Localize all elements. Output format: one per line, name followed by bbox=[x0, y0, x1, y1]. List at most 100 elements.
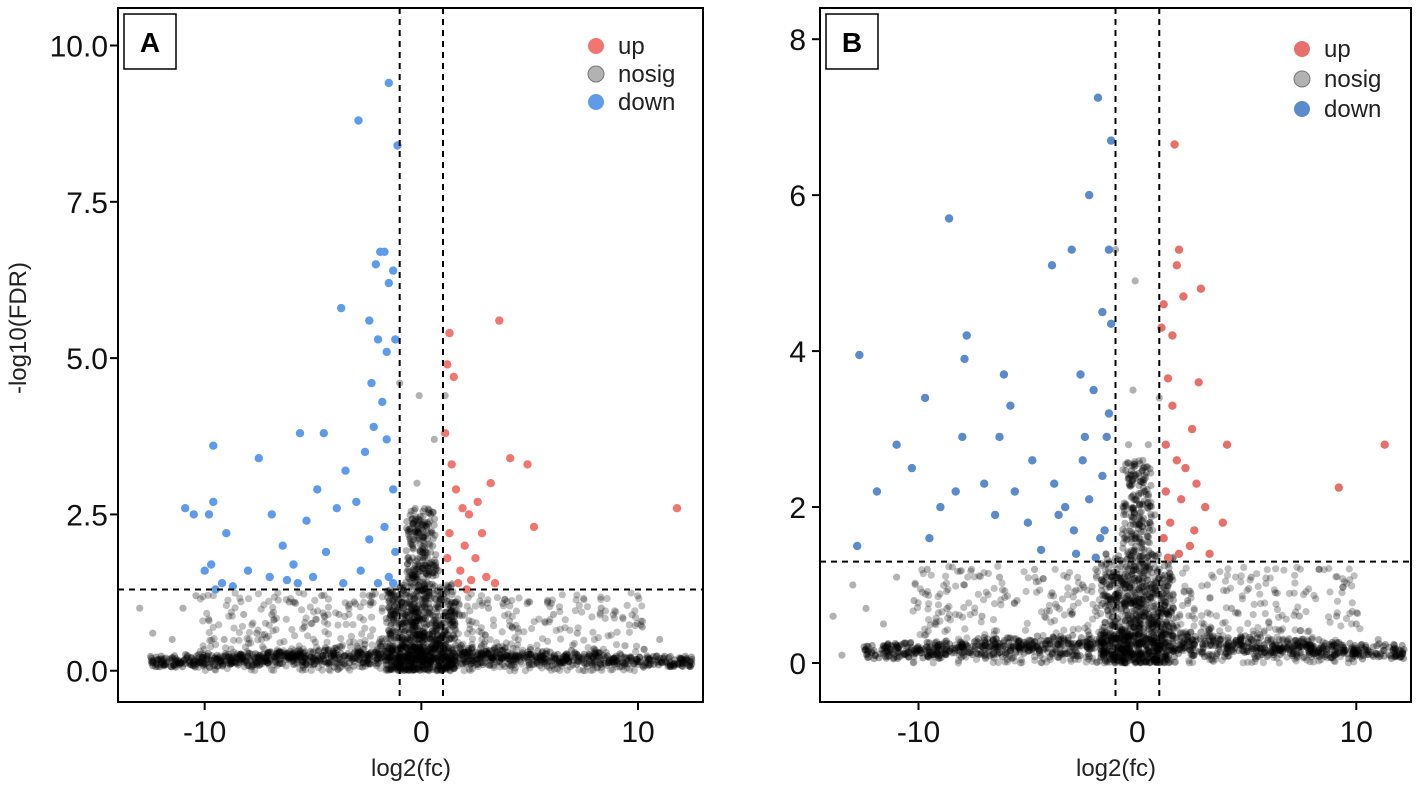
nosig-point bbox=[179, 604, 187, 612]
nosig-point bbox=[475, 649, 483, 657]
nosig-point bbox=[1232, 573, 1240, 581]
nosig-point bbox=[168, 635, 176, 644]
nosig-point bbox=[191, 663, 199, 671]
nosig-point bbox=[511, 651, 520, 659]
nosig-point bbox=[474, 660, 482, 668]
nosig-point bbox=[253, 659, 261, 667]
down-point bbox=[204, 510, 214, 519]
nosig-point bbox=[314, 655, 322, 663]
nosig-point bbox=[525, 650, 533, 659]
up-point bbox=[445, 529, 454, 538]
nosig-point bbox=[469, 649, 477, 657]
nosig-point bbox=[562, 650, 571, 659]
nosig-point bbox=[315, 646, 323, 654]
nosig-point bbox=[242, 657, 250, 665]
nosig-point bbox=[466, 649, 474, 657]
nosig-point bbox=[464, 649, 472, 657]
nosig-point bbox=[533, 641, 541, 649]
nosig-point bbox=[382, 650, 390, 658]
nosig-point bbox=[378, 604, 386, 612]
nosig-point bbox=[640, 645, 648, 654]
nosig-point bbox=[160, 662, 168, 670]
nosig-point bbox=[1129, 504, 1137, 512]
nosig-point bbox=[1332, 573, 1340, 581]
nosig-point bbox=[1051, 617, 1059, 625]
nosig-point bbox=[665, 654, 673, 662]
nosig-point bbox=[331, 644, 339, 652]
nosig-point bbox=[455, 649, 463, 657]
nosig-point bbox=[1216, 568, 1224, 576]
y-tick-label: 0.0 bbox=[66, 656, 108, 689]
nosig-point bbox=[1143, 576, 1151, 585]
down-point bbox=[189, 510, 198, 519]
nosig-point bbox=[232, 659, 240, 668]
nosig-point bbox=[557, 659, 565, 667]
nosig-point bbox=[194, 663, 202, 671]
down-point bbox=[389, 579, 398, 588]
nosig-point bbox=[386, 653, 394, 662]
nosig-point bbox=[341, 652, 349, 660]
nosig-point bbox=[513, 655, 521, 663]
nosig-point bbox=[538, 648, 547, 656]
nosig-point bbox=[200, 660, 208, 668]
nosig-point bbox=[333, 646, 341, 654]
nosig-point bbox=[644, 654, 652, 662]
nosig-point bbox=[362, 659, 370, 668]
nosig-point bbox=[192, 592, 200, 600]
nosig-point bbox=[285, 653, 293, 661]
nosig-point bbox=[581, 660, 590, 668]
nosig-point bbox=[168, 654, 176, 662]
nosig-point bbox=[296, 649, 304, 657]
nosig-point bbox=[597, 604, 605, 612]
nosig-point bbox=[251, 659, 260, 667]
nosig-point bbox=[187, 654, 195, 662]
up-point bbox=[477, 529, 487, 538]
nosig-point bbox=[649, 652, 657, 661]
nosig-point bbox=[1144, 499, 1152, 507]
nosig-point bbox=[674, 661, 682, 669]
nosig-point bbox=[289, 650, 297, 658]
nosig-point bbox=[572, 596, 580, 604]
nosig-point bbox=[310, 660, 318, 668]
nosig-point bbox=[286, 653, 294, 661]
nosig-point bbox=[189, 657, 198, 666]
nosig-point bbox=[561, 651, 570, 659]
nosig-point bbox=[593, 654, 601, 662]
up-point bbox=[529, 522, 539, 532]
nosig-point bbox=[677, 656, 685, 664]
points-layer-a bbox=[136, 78, 682, 669]
nosig-point bbox=[1272, 600, 1280, 608]
up-point bbox=[482, 572, 491, 582]
nosig-point bbox=[984, 569, 993, 578]
nosig-point bbox=[386, 641, 394, 649]
nosig-point bbox=[1089, 600, 1097, 609]
nosig-point bbox=[687, 658, 695, 666]
nosig-point bbox=[516, 653, 524, 662]
nosig-point bbox=[537, 653, 545, 661]
down-point bbox=[384, 278, 393, 288]
nosig-point bbox=[630, 667, 639, 675]
nosig-point bbox=[473, 661, 482, 669]
nosig-point bbox=[442, 640, 450, 648]
nosig-point bbox=[518, 651, 527, 659]
up-point bbox=[451, 485, 461, 494]
nosig-point bbox=[635, 658, 643, 666]
nosig-point bbox=[531, 652, 539, 660]
nosig-point bbox=[967, 567, 975, 575]
nosig-point bbox=[1119, 544, 1127, 552]
nosig-point bbox=[477, 642, 486, 650]
nosig-point bbox=[228, 659, 236, 667]
nosig-point bbox=[252, 661, 261, 669]
nosig-point bbox=[233, 654, 241, 662]
nosig-point bbox=[476, 597, 484, 605]
nosig-point bbox=[681, 652, 689, 660]
nosig-point bbox=[610, 660, 618, 668]
nosig-point bbox=[555, 657, 563, 665]
nosig-point bbox=[320, 655, 328, 663]
nosig-point bbox=[190, 661, 198, 670]
down-point bbox=[243, 566, 253, 575]
nosig-point bbox=[179, 657, 187, 666]
nosig-point bbox=[1122, 460, 1130, 468]
nosig-point bbox=[405, 648, 413, 656]
